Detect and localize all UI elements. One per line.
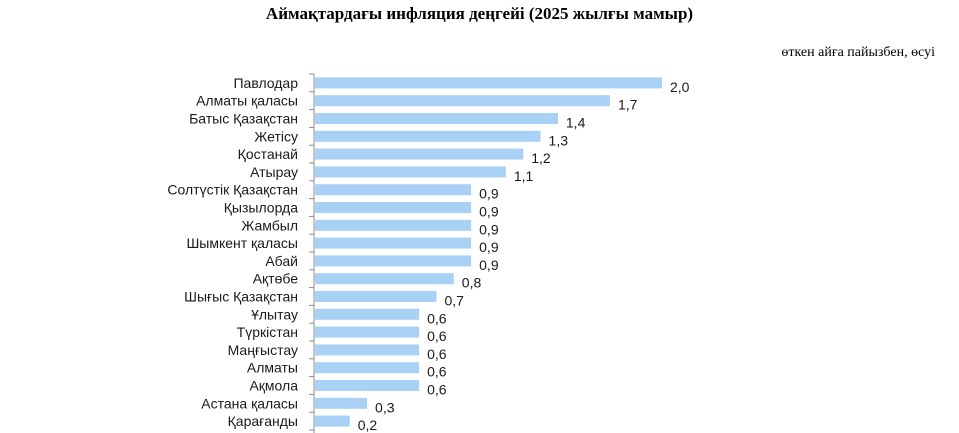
bar — [315, 148, 524, 160]
category-label: Ақтөбе — [253, 271, 299, 287]
category-label: Қызылорда — [224, 200, 298, 216]
value-label: 0,9 — [479, 221, 499, 237]
bar — [315, 291, 437, 302]
category-label: Шығыс Қазақстан — [184, 289, 298, 305]
category-label: Түркістан — [237, 324, 298, 340]
category-label: Батыс Қазақстан — [189, 111, 298, 127]
category-label: Павлодар — [233, 75, 298, 91]
category-label: Солтүстік Қазақстан — [167, 182, 298, 198]
value-label: 0,7 — [444, 293, 464, 309]
bar — [315, 130, 541, 142]
value-label: 0,6 — [427, 364, 447, 380]
value-label: 0,9 — [479, 239, 499, 255]
chart-subtitle: өткен айға пайызбен, өсуі — [781, 45, 935, 60]
value-label: 1,2 — [531, 150, 551, 166]
value-label: 0,2 — [358, 417, 378, 433]
bar — [315, 308, 420, 320]
bar — [315, 202, 472, 213]
category-label: Маңғыстау — [228, 342, 298, 358]
value-label: 0,9 — [479, 186, 499, 202]
bar — [315, 344, 420, 356]
category-label: Жетісу — [254, 128, 298, 144]
category-label: Шымкент қаласы — [186, 235, 298, 251]
value-label: 1,7 — [618, 97, 638, 113]
category-label: Жамбыл — [241, 217, 298, 233]
category-label: Қостанай — [238, 146, 298, 162]
bar — [315, 362, 420, 374]
value-label: 0,9 — [479, 204, 499, 220]
value-label: 0,6 — [427, 310, 447, 326]
value-label: 0,9 — [479, 257, 499, 273]
bar — [315, 166, 506, 178]
value-label: 0,8 — [462, 275, 482, 291]
value-label: 2,0 — [670, 79, 690, 95]
bar — [315, 113, 558, 124]
value-label: 0,6 — [427, 328, 447, 344]
category-label: Абай — [265, 253, 298, 269]
bar — [315, 326, 420, 338]
bar — [315, 255, 472, 267]
category-label: Астана қаласы — [201, 395, 298, 411]
category-label: Ұлытау — [251, 306, 298, 322]
category-label: Қарағанды — [228, 413, 298, 429]
value-label: 1,4 — [566, 115, 586, 131]
value-label: 0,6 — [427, 346, 447, 362]
bar — [315, 273, 454, 285]
bar — [315, 77, 662, 89]
chart-title: Аймақтардағы инфляция деңгейі (2025 жылғ… — [265, 4, 694, 23]
bar — [315, 380, 420, 391]
bar — [315, 95, 610, 107]
value-label: 0,6 — [427, 382, 447, 398]
value-label: 1,3 — [549, 132, 569, 148]
value-label: 0,3 — [375, 399, 395, 415]
category-label: Алматы — [247, 360, 298, 376]
bar — [315, 219, 472, 231]
category-label: Атырау — [250, 164, 298, 180]
category-label: Алматы қаласы — [196, 93, 298, 109]
value-label: 1,1 — [514, 168, 534, 184]
bar — [315, 415, 350, 427]
bar — [315, 184, 472, 196]
bar — [315, 397, 368, 409]
category-label: Ақмола — [249, 378, 298, 394]
bar — [315, 237, 472, 249]
